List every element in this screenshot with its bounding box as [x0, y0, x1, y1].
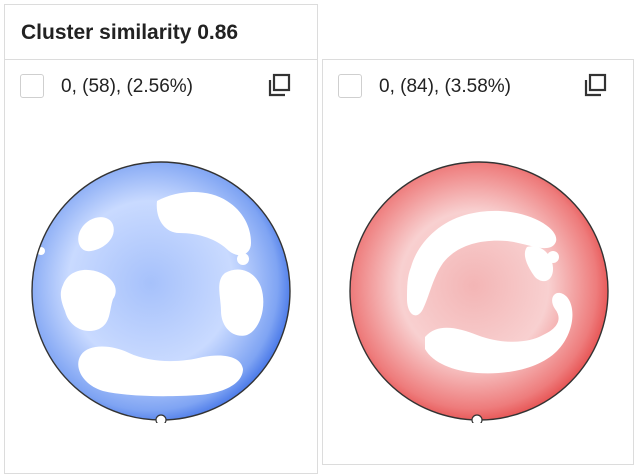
cluster-card-right: 0, (84), (3.58%) [322, 59, 634, 465]
cluster-row: 0, (84), (3.58%) [323, 60, 633, 120]
select-checkbox[interactable] [338, 74, 362, 98]
pole-figure-blue [31, 161, 291, 423]
page-title: Cluster similarity 0.86 [5, 5, 317, 60]
cluster-label: 0, (58), (2.56%) [61, 76, 193, 97]
select-checkbox[interactable] [20, 74, 44, 98]
cluster-label: 0, (84), (3.58%) [379, 76, 511, 97]
copy-icon[interactable] [265, 71, 293, 99]
cluster-card-left: Cluster similarity 0.86 0, (58), (2.56%) [4, 4, 318, 474]
copy-icon[interactable] [581, 71, 609, 99]
pole-figure-red [349, 161, 609, 423]
cluster-row: 0, (58), (2.56%) [5, 60, 317, 120]
